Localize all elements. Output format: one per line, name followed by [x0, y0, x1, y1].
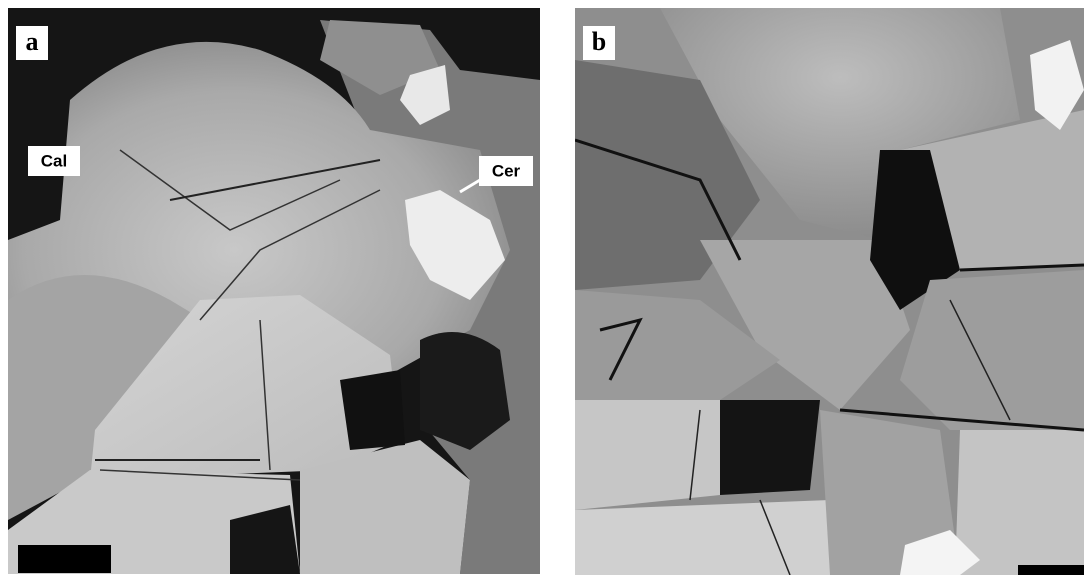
scale-bar: [1018, 565, 1084, 575]
panel-a-image: [8, 8, 540, 574]
scale-bar: [18, 545, 111, 573]
figure: a Cal Cer b: [0, 0, 1084, 575]
panel-label: a: [26, 27, 39, 56]
panel-label: b: [592, 27, 606, 56]
panel-b-image: [575, 8, 1084, 575]
page: a Cal Cer b (() => { const data = JSON.p…: [0, 0, 1084, 575]
annotation: Cer: [492, 161, 521, 180]
annotation: Cal: [41, 151, 67, 170]
